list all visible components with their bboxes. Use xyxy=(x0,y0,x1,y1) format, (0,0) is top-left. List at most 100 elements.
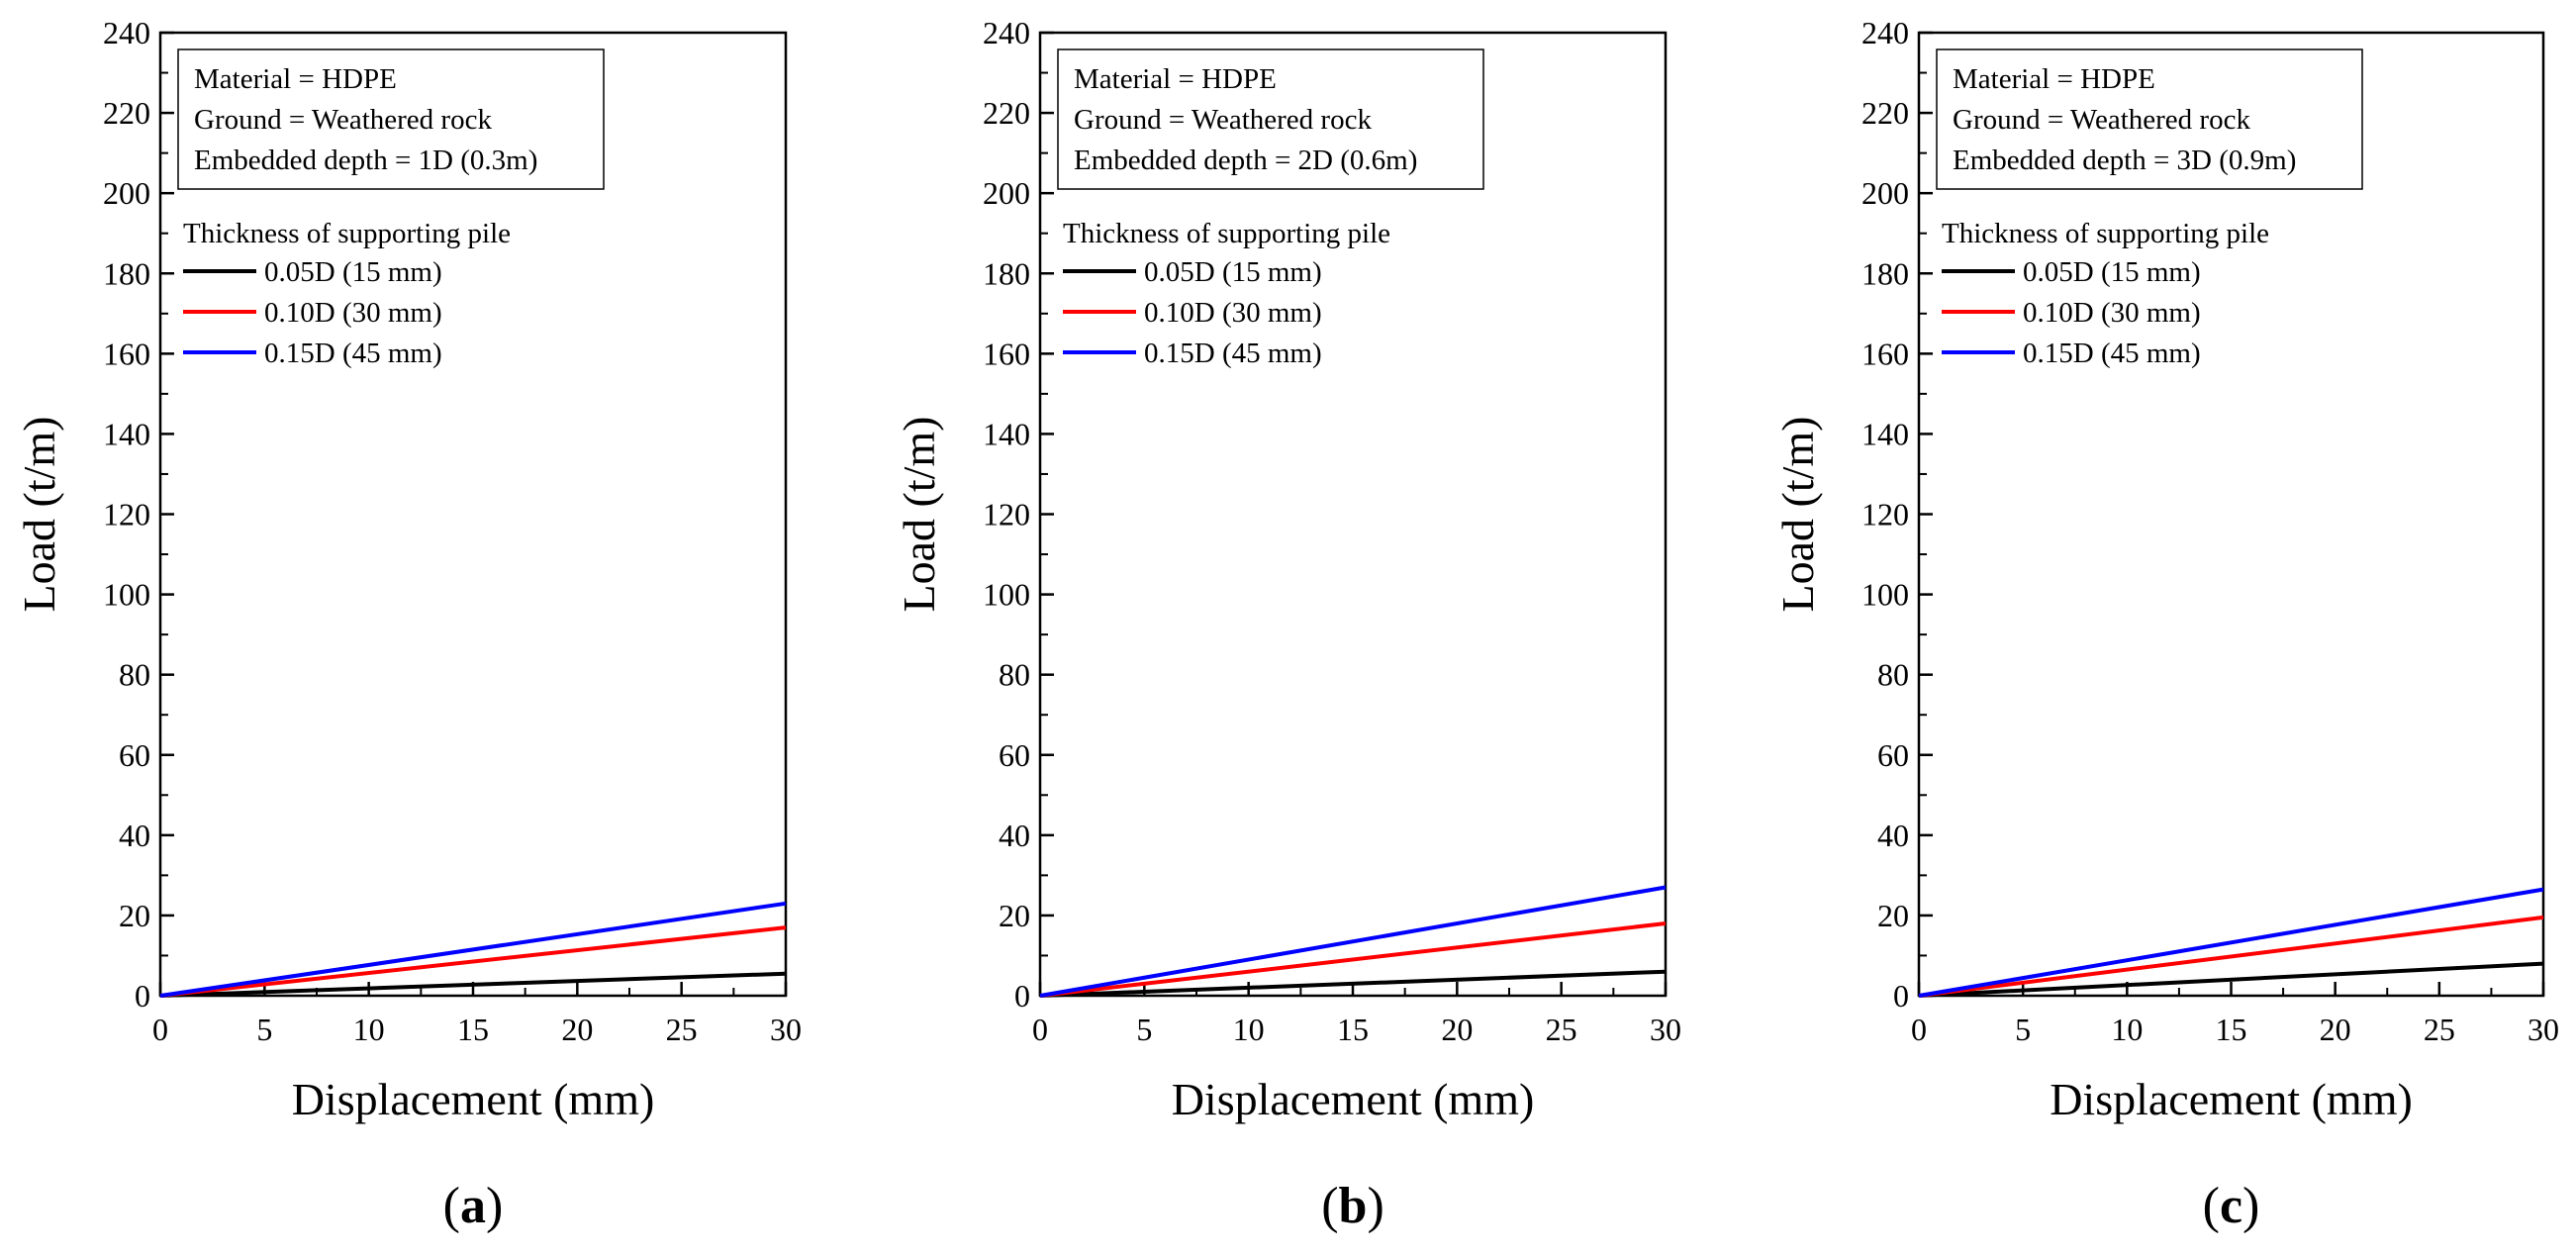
series-line xyxy=(1039,969,1667,998)
series-line xyxy=(159,971,787,998)
legend-label: 0.10D (30 mm) xyxy=(264,297,442,329)
y-tick-label: 200 xyxy=(1861,175,1909,211)
y-tick-label: 240 xyxy=(1861,15,1909,50)
y-tick-label: 80 xyxy=(999,657,1030,693)
y-tick-label: 40 xyxy=(999,818,1030,853)
series-line xyxy=(1918,887,2544,998)
y-tick-label: 120 xyxy=(983,497,1030,532)
x-tick-label: 25 xyxy=(666,1012,698,1047)
y-tick-label: 180 xyxy=(983,255,1030,291)
series-line xyxy=(1039,885,1667,998)
annotation-line: Material = HDPE xyxy=(1074,63,1277,95)
y-axis-title: Load (t/m) xyxy=(894,417,944,613)
y-tick-label: 140 xyxy=(103,416,150,451)
y-tick-label: 40 xyxy=(119,818,150,853)
y-axis-title: Load (t/m) xyxy=(14,417,64,613)
y-tick-label: 180 xyxy=(103,255,150,291)
y-tick-label: 220 xyxy=(103,95,150,131)
annotation-line: Material = HDPE xyxy=(1953,63,2155,95)
x-tick-label: 25 xyxy=(1546,1012,1577,1047)
y-tick-label: 140 xyxy=(1861,416,1909,451)
x-axis-title: Displacement (mm) xyxy=(1172,1074,1535,1124)
x-tick-label: 15 xyxy=(457,1012,489,1047)
y-tick-label: 20 xyxy=(999,898,1030,933)
y-tick-label: 220 xyxy=(983,95,1030,131)
x-tick-label: 0 xyxy=(1911,1012,1927,1047)
x-axis-title: Displacement (mm) xyxy=(2050,1074,2413,1124)
y-tick-label: 120 xyxy=(103,497,150,532)
y-tick-label: 120 xyxy=(1861,497,1909,532)
x-tick-label: 20 xyxy=(2320,1012,2351,1047)
x-tick-label: 0 xyxy=(152,1012,168,1047)
x-tick-label: 5 xyxy=(2015,1012,2031,1047)
y-tick-label: 200 xyxy=(983,175,1030,211)
x-tick-label: 5 xyxy=(1136,1012,1152,1047)
legend-title: Thickness of supporting pile xyxy=(1942,218,2269,249)
y-tick-label: 100 xyxy=(983,577,1030,613)
x-tick-label: 30 xyxy=(770,1012,802,1047)
y-axis-title: Load (t/m) xyxy=(1772,417,1823,613)
legend-label: 0.10D (30 mm) xyxy=(2023,297,2201,329)
annotation-box xyxy=(1057,48,1484,190)
x-tick-label: 30 xyxy=(2528,1012,2559,1047)
series-line xyxy=(1039,921,1667,998)
y-tick-label: 200 xyxy=(103,175,150,211)
y-tick-label: 20 xyxy=(119,898,150,933)
x-tick-label: 15 xyxy=(1337,1012,1369,1047)
legend-label: 0.15D (45 mm) xyxy=(264,338,442,369)
legend-label: 0.15D (45 mm) xyxy=(1144,338,1322,369)
x-tick-label: 30 xyxy=(1650,1012,1681,1047)
y-tick-label: 0 xyxy=(1893,978,1909,1014)
series-line xyxy=(1918,915,2544,998)
annotation-box xyxy=(1936,48,2363,190)
y-tick-label: 220 xyxy=(1861,95,1909,131)
x-axis-title: Displacement (mm) xyxy=(292,1074,655,1124)
y-tick-label: 180 xyxy=(1861,255,1909,291)
series-line xyxy=(1918,961,2544,998)
panel-c: 0 20 40 60 80 100 120 140 160 180 200 220 240 0 5 10 15 2… xyxy=(1772,15,2559,1234)
annotation-line: Embedded depth = 3D (0.9m) xyxy=(1953,145,2296,176)
y-tick-label: 80 xyxy=(1877,657,1909,693)
legend-title: Thickness of supporting pile xyxy=(183,218,511,249)
legend-label: 0.05D (15 mm) xyxy=(1144,256,1322,288)
y-tick-label: 140 xyxy=(983,416,1030,451)
y-tick-label: 60 xyxy=(999,737,1030,773)
y-tick-label: 160 xyxy=(1861,336,1909,371)
y-tick-label: 240 xyxy=(983,15,1030,50)
y-tick-label: 80 xyxy=(119,657,150,693)
annotation-line: Ground = Weathered rock xyxy=(194,104,492,136)
x-tick-label: 10 xyxy=(1233,1012,1265,1047)
series-line xyxy=(159,901,787,998)
y-tick-label: 160 xyxy=(103,336,150,371)
legend-label: 0.05D (15 mm) xyxy=(264,256,442,288)
x-tick-label: 10 xyxy=(353,1012,385,1047)
y-tick-label: 40 xyxy=(1877,818,1909,853)
x-tick-label: 10 xyxy=(2111,1012,2143,1047)
x-tick-label: 25 xyxy=(2424,1012,2455,1047)
annotation-line: Material = HDPE xyxy=(194,63,397,95)
panel-b: 0 20 40 60 80 100 120 140 160 180 200 220 240 0 5 10 15 2… xyxy=(894,15,1681,1234)
y-tick-label: 240 xyxy=(103,15,150,50)
legend-label: 0.05D (15 mm) xyxy=(2023,256,2201,288)
annotation-line: Ground = Weathered rock xyxy=(1074,104,1372,136)
x-tick-label: 15 xyxy=(2216,1012,2247,1047)
x-tick-label: 20 xyxy=(561,1012,593,1047)
x-tick-label: 20 xyxy=(1441,1012,1473,1047)
panel-label: (a) xyxy=(443,1178,504,1234)
panel-label: (c) xyxy=(2203,1178,2260,1234)
annotation-line: Embedded depth = 2D (0.6m) xyxy=(1074,145,1417,176)
annotation-line: Embedded depth = 1D (0.3m) xyxy=(194,145,537,176)
y-tick-label: 0 xyxy=(1014,978,1030,1014)
panel-label: (b) xyxy=(1321,1178,1384,1234)
y-tick-label: 160 xyxy=(983,336,1030,371)
legend-label: 0.15D (45 mm) xyxy=(2023,338,2201,369)
y-tick-label: 20 xyxy=(1877,898,1909,933)
x-tick-label: 5 xyxy=(256,1012,272,1047)
y-tick-label: 100 xyxy=(103,577,150,613)
y-tick-label: 0 xyxy=(135,978,150,1014)
y-tick-label: 100 xyxy=(1861,577,1909,613)
annotation-line: Ground = Weathered rock xyxy=(1953,104,2250,136)
y-tick-label: 60 xyxy=(119,737,150,773)
y-tick-label: 60 xyxy=(1877,737,1909,773)
